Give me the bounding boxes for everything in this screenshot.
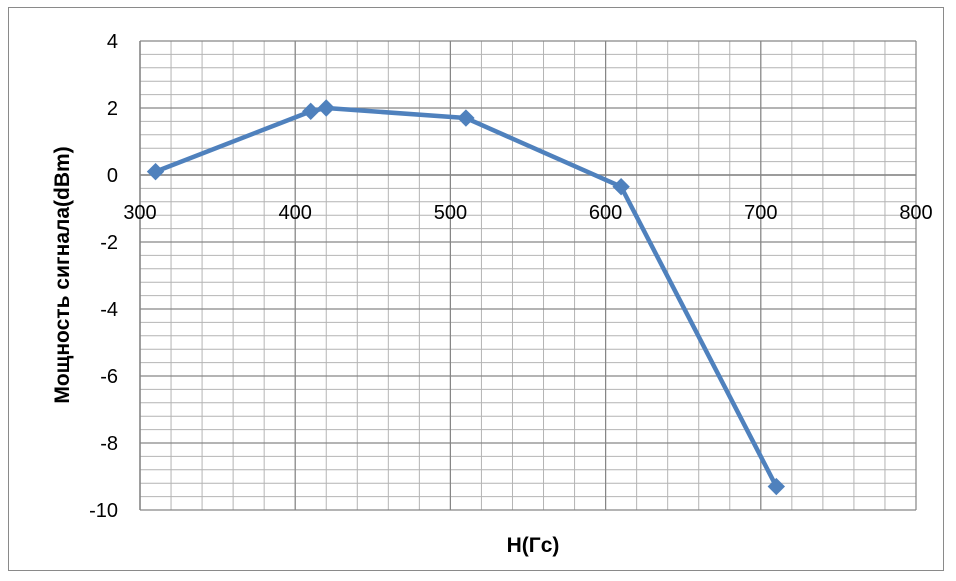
minor-grid (139, 40, 917, 511)
y-tick-label: 4 (107, 31, 118, 53)
x-tick-label: 300 (123, 202, 156, 224)
y-tick-label: -8 (100, 433, 118, 455)
series-line (153, 105, 779, 489)
chart-area (8, 7, 944, 571)
y-tick-label: 0 (107, 165, 118, 187)
x-tick-label: 700 (744, 202, 777, 224)
data-point-marker (302, 102, 320, 121)
data-point-marker (146, 162, 165, 181)
series-group (146, 99, 786, 496)
x-tick-label: 800 (899, 202, 932, 224)
data-point-marker (612, 178, 630, 196)
data-point-marker (457, 109, 475, 127)
data-point-marker (767, 477, 786, 496)
y-tick-labels: 4 2 0 -2 -4 -6 -8 -10 (89, 31, 118, 522)
x-tick-label: 500 (434, 202, 467, 224)
y-axis-title: Мощность сигнала(dBm) (51, 146, 74, 403)
x-tick-label: 400 (279, 202, 312, 224)
data-point-marker (317, 99, 335, 117)
y-tick-label: -4 (100, 299, 118, 321)
x-tick-labels: 300 400 500 600 700 800 (123, 202, 932, 224)
y-tick-label: -2 (100, 232, 118, 254)
x-axis-title: H(Гс) (507, 534, 560, 557)
x-tick-label: 600 (589, 202, 622, 224)
y-tick-label: -6 (100, 366, 118, 388)
y-tick-label: 2 (107, 98, 118, 120)
major-grid (139, 40, 917, 511)
y-tick-label: -10 (89, 500, 118, 522)
